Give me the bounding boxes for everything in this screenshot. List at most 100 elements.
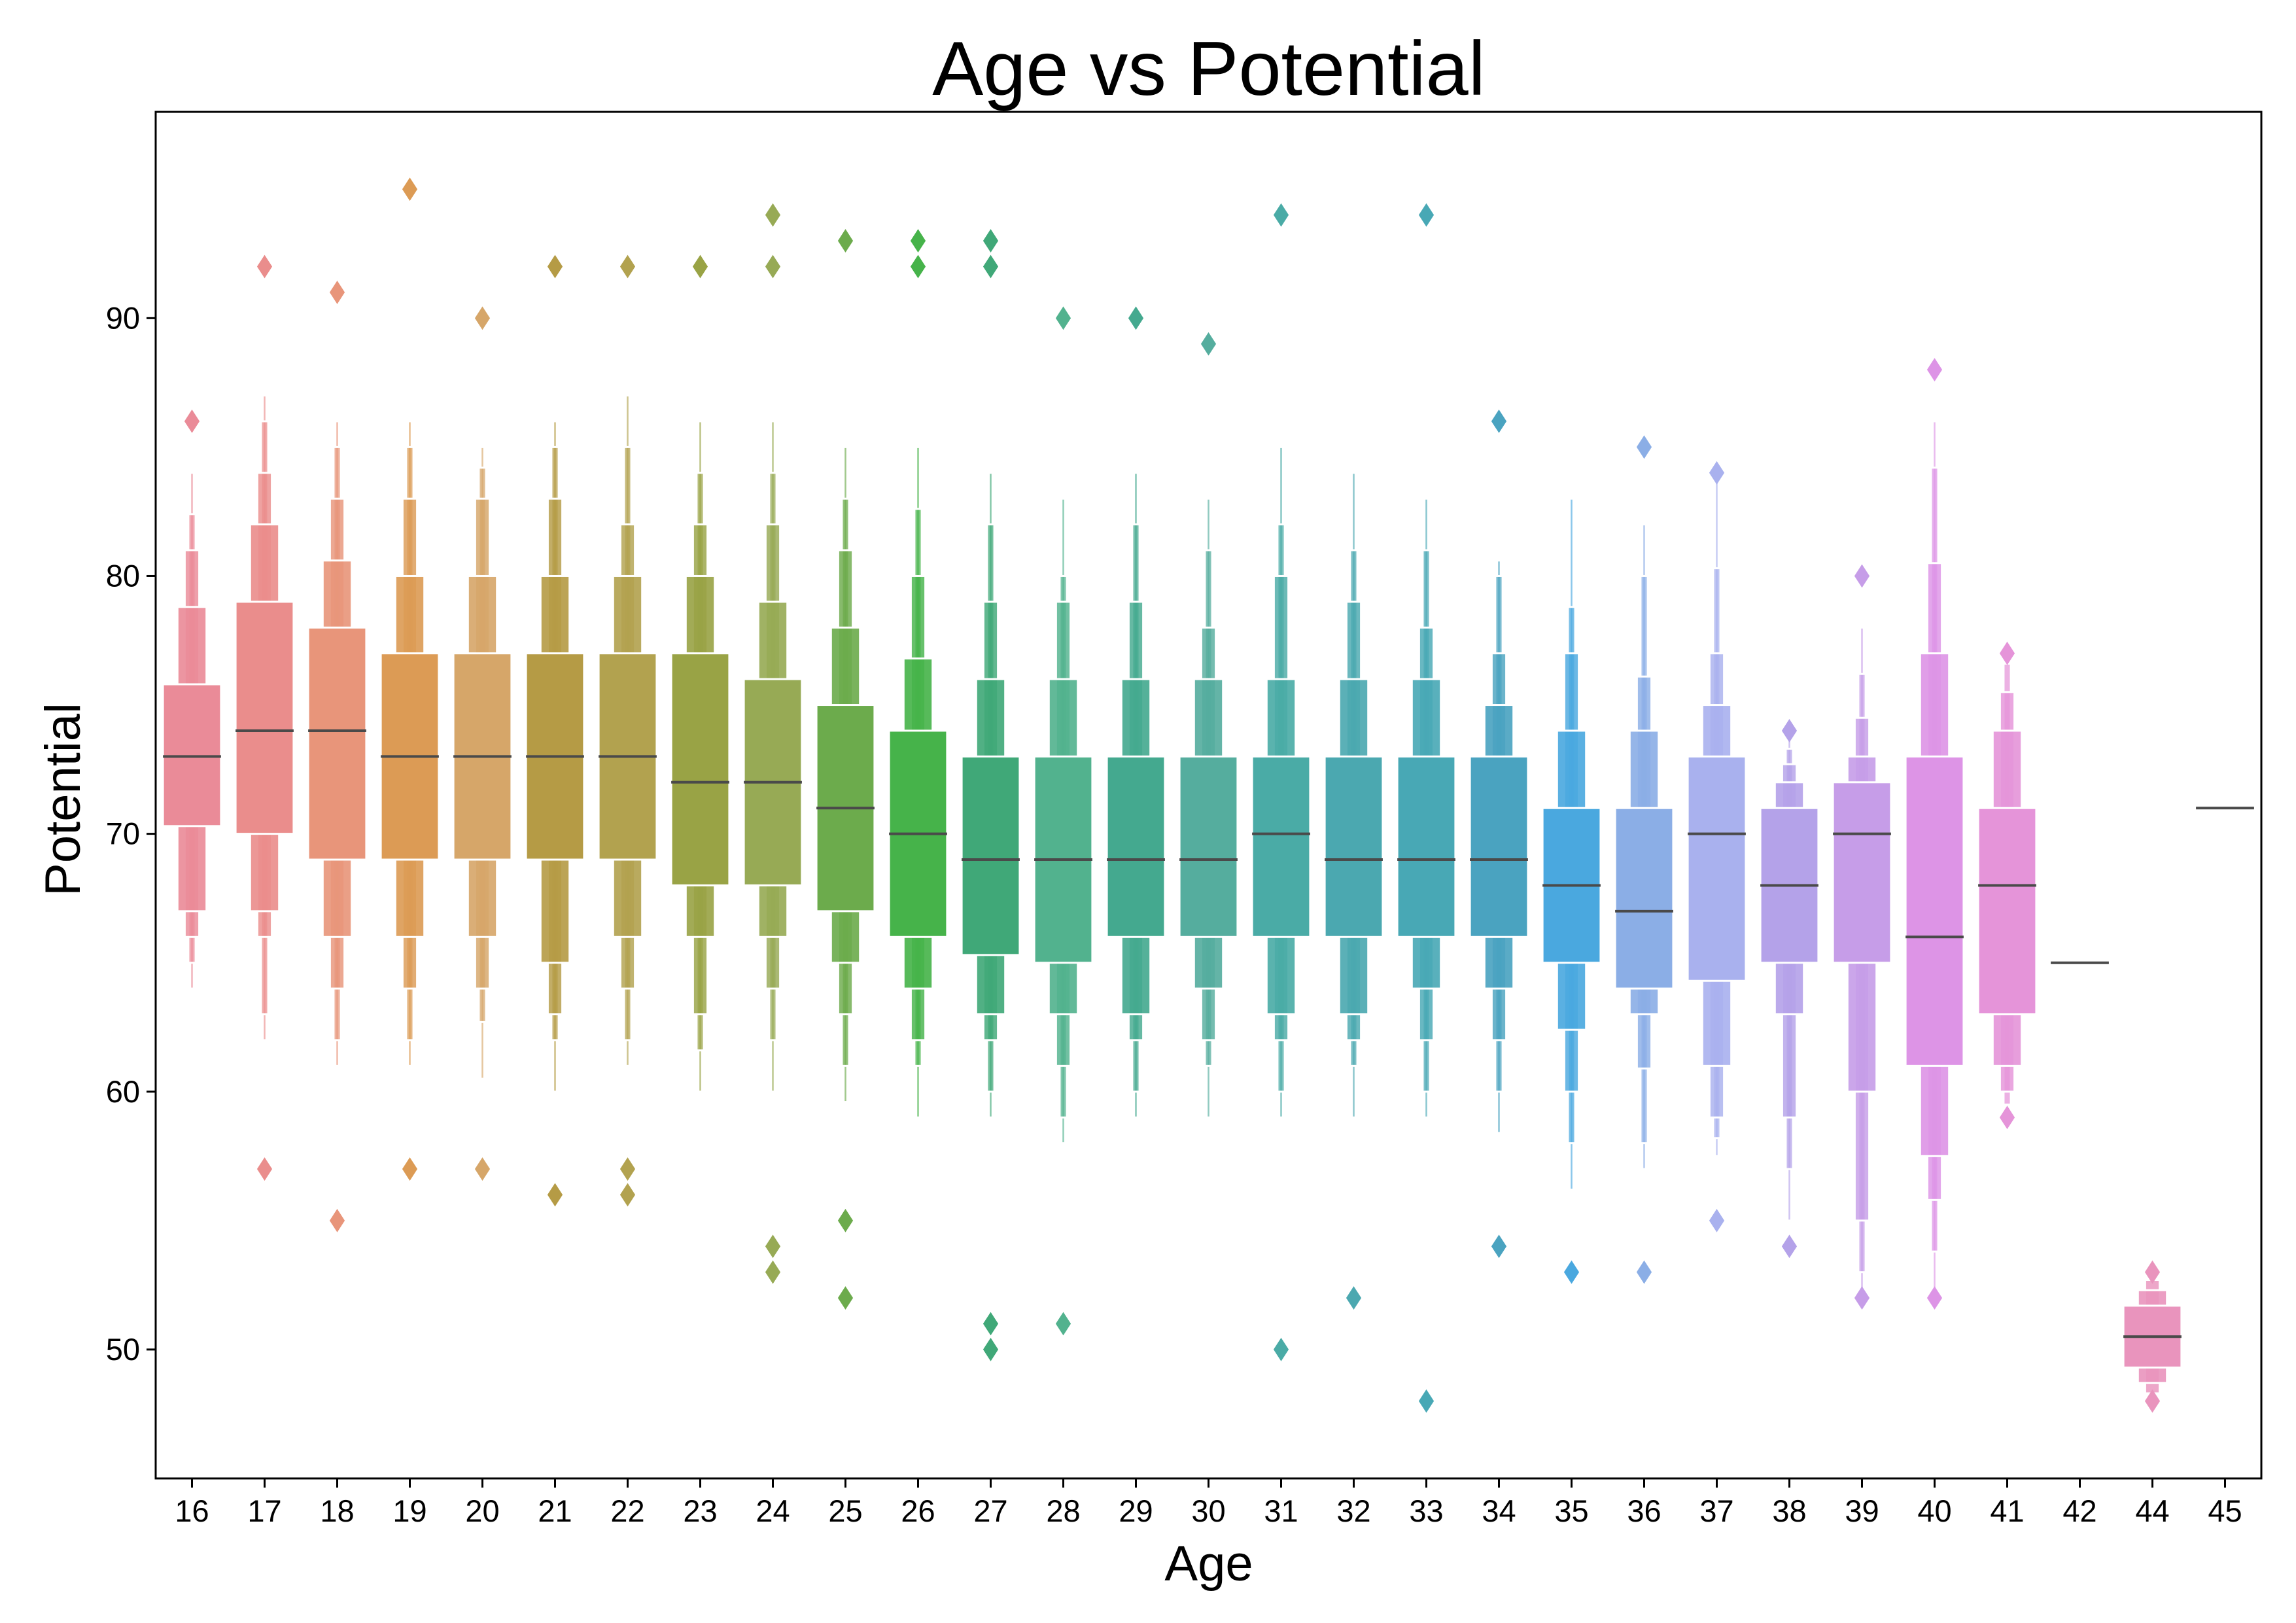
x-tick-label: 45 [2208, 1493, 2242, 1528]
boxen-level-box [1977, 807, 2038, 1016]
outlier-point [837, 1208, 854, 1232]
x-tick-label: 44 [2135, 1493, 2169, 1528]
x-tick-label: 35 [1554, 1493, 1588, 1528]
outlier-point [1854, 1286, 1870, 1310]
boxen-level-box [1686, 755, 1747, 982]
outlier-point [765, 254, 781, 279]
outlier-point [1636, 1260, 1652, 1284]
outlier-point [983, 254, 999, 279]
x-tick-label: 36 [1627, 1493, 1661, 1528]
boxen-level-box [670, 652, 731, 886]
y-axis-label: Potential [35, 703, 91, 896]
outlier-point [910, 229, 926, 253]
outlier-point [1709, 1208, 1725, 1232]
x-tick-label: 20 [465, 1493, 499, 1528]
boxen-17 [234, 254, 295, 1181]
x-tick-label: 17 [247, 1493, 281, 1528]
boxen-20 [452, 306, 513, 1181]
boxen-44 [2122, 1260, 2183, 1413]
outlier-point [474, 306, 491, 330]
x-tick-label: 41 [1990, 1493, 2024, 1528]
x-tick-label: 39 [1845, 1493, 1879, 1528]
boxen-31 [1251, 203, 1312, 1361]
outlier-point [983, 1337, 999, 1361]
outlier-point [1854, 564, 1870, 588]
boxen-40 [1904, 358, 1965, 1310]
boxen-19 [379, 177, 440, 1181]
boxen-30 [1178, 332, 1239, 1119]
outlier-point [1055, 306, 1071, 330]
boxen-level-box [307, 626, 368, 861]
outlier-point [1636, 435, 1652, 459]
outlier-point [619, 1157, 636, 1181]
boxen-35 [1541, 497, 1602, 1284]
outlier-point [765, 1260, 781, 1284]
y-tick-label: 50 [106, 1332, 140, 1367]
x-tick-label: 32 [1336, 1493, 1370, 1528]
boxen-23 [670, 254, 731, 1093]
boxen-26 [888, 229, 948, 1119]
outlier-point [1055, 1312, 1071, 1336]
boxen-level-box [1832, 781, 1892, 964]
outlier-point [765, 1234, 781, 1259]
outlier-point [547, 1183, 563, 1207]
outlier-point [765, 203, 781, 227]
y-tick-label: 80 [106, 558, 140, 593]
boxen-level-box [1251, 755, 1312, 938]
outlier-point [329, 280, 345, 304]
outlier-point [619, 254, 636, 279]
outlier-point [2144, 1260, 2161, 1284]
boxen-39 [1832, 564, 1892, 1310]
boxen-level-box [1904, 755, 1965, 1067]
boxen-22 [597, 254, 658, 1207]
boxen-level-box [234, 601, 295, 835]
boxen-level-box [1178, 755, 1239, 938]
x-tick-label: 23 [683, 1493, 717, 1528]
outlier-point [547, 254, 563, 279]
outlier-point [837, 229, 854, 253]
x-tick-label: 29 [1119, 1493, 1153, 1528]
x-tick-label: 37 [1699, 1493, 1733, 1528]
boxen-16 [162, 410, 222, 990]
boxen-32 [1323, 472, 1384, 1310]
plot-area: 50 60 70 80 90 16 17 18 19 20 21 22 23 24 25 26 27 28 29 30… [106, 177, 2254, 1528]
x-tick-label: 22 [610, 1493, 644, 1528]
boxen-33 [1396, 203, 1457, 1413]
x-tick-label: 33 [1409, 1493, 1443, 1528]
boxen-37 [1686, 461, 1747, 1232]
outlier-point [1200, 332, 1217, 356]
plot-frame [154, 111, 2263, 1480]
x-tick-label: 21 [538, 1493, 572, 1528]
outlier-point [1709, 461, 1725, 485]
outlier-point [1491, 410, 1507, 433]
x-tick-label: 25 [828, 1493, 862, 1528]
outlier-point [1781, 1234, 1798, 1259]
outlier-point [692, 254, 708, 279]
outlier-point [256, 254, 273, 279]
outlier-point [1273, 203, 1289, 227]
boxen-24 [742, 203, 803, 1284]
outlier-point [1999, 641, 2015, 665]
y-tick-label: 60 [106, 1074, 140, 1109]
boxen-28 [1033, 306, 1094, 1336]
outlier-point [1491, 1234, 1507, 1259]
outlier-point [184, 410, 200, 433]
outlier-point [983, 1312, 999, 1336]
boxen-27 [960, 229, 1021, 1361]
y-tick-label: 90 [106, 300, 140, 335]
x-tick-label: 42 [2062, 1493, 2096, 1528]
x-tick-label: 34 [1482, 1493, 1516, 1528]
boxen-level-box [1105, 755, 1166, 938]
outlier-point [1563, 1260, 1580, 1284]
x-tick-label: 18 [320, 1493, 354, 1528]
x-tick-label: 31 [1264, 1493, 1298, 1528]
outlier-point [1418, 1389, 1435, 1413]
outlier-point [329, 1208, 345, 1232]
outlier-point [402, 177, 418, 201]
x-tick-label: 24 [756, 1493, 790, 1528]
outlier-point [1999, 1106, 2015, 1130]
boxen-25 [815, 229, 876, 1310]
x-tick-label: 40 [1917, 1493, 1951, 1528]
x-tick-label: 28 [1046, 1493, 1080, 1528]
